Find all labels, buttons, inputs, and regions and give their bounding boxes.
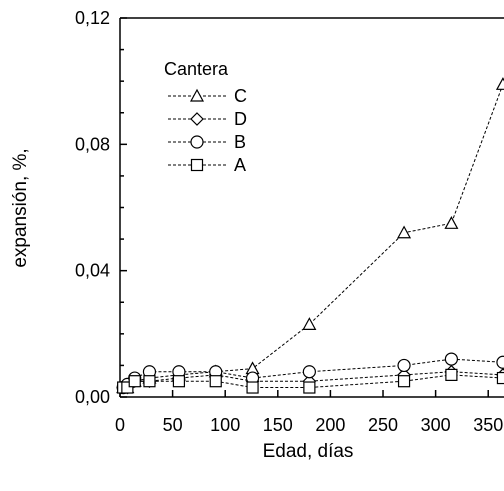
series-C bbox=[116, 77, 504, 394]
square-marker bbox=[190, 158, 204, 172]
y-axis-title: expansión, %, bbox=[10, 148, 31, 267]
square-marker bbox=[303, 381, 316, 394]
square-marker bbox=[121, 381, 134, 394]
legend-entry-D: D bbox=[168, 109, 247, 129]
x-tick-label: 350 bbox=[473, 415, 503, 435]
circle-marker bbox=[444, 352, 458, 366]
square-marker bbox=[209, 375, 222, 388]
circle-marker bbox=[397, 358, 411, 373]
x-tick-label: 300 bbox=[421, 415, 451, 435]
triangle-marker bbox=[189, 88, 205, 102]
y-tick-label: 0,08 bbox=[75, 134, 110, 154]
x-tick-label: 0 bbox=[115, 415, 125, 435]
legend-label: D bbox=[234, 109, 247, 129]
legend-label: C bbox=[234, 86, 247, 106]
legend-label: B bbox=[234, 132, 246, 152]
legend-title: Cantera bbox=[164, 59, 229, 79]
square-marker bbox=[397, 375, 411, 388]
axes: 0,00 0,04 0,08 0,12 0 50 100 150 200 250 300 350 bbox=[75, 8, 504, 435]
square-marker bbox=[143, 375, 156, 388]
triangle-marker bbox=[495, 77, 504, 90]
x-tick-label: 200 bbox=[315, 415, 345, 435]
series-layer bbox=[116, 77, 504, 395]
diamond-marker bbox=[190, 112, 204, 126]
x-tick-label: 50 bbox=[163, 415, 183, 435]
series-line bbox=[123, 84, 504, 389]
circle-marker bbox=[302, 365, 316, 379]
y-tick-label: 0,12 bbox=[75, 8, 110, 28]
circle-marker bbox=[496, 355, 504, 369]
y-tick-label: 0,00 bbox=[75, 387, 110, 407]
y-tick-label: 0,04 bbox=[75, 261, 110, 281]
square-marker bbox=[128, 375, 141, 388]
x-axis-title: Edad, días bbox=[263, 441, 354, 462]
circle-marker bbox=[190, 135, 204, 149]
x-tick-label: 150 bbox=[263, 415, 293, 435]
triangle-marker bbox=[302, 317, 317, 330]
triangle-marker bbox=[397, 225, 412, 239]
x-tick-label: 100 bbox=[210, 415, 240, 435]
legend-label: A bbox=[234, 155, 246, 175]
triangle-marker bbox=[444, 216, 459, 229]
square-marker bbox=[496, 371, 504, 385]
x-tick-label: 250 bbox=[368, 415, 398, 435]
legend-entry-B: B bbox=[168, 132, 246, 152]
series-A bbox=[117, 368, 504, 394]
square-marker bbox=[445, 368, 458, 381]
legend-entry-A: A bbox=[168, 155, 246, 175]
legend-entry-C: C bbox=[168, 86, 247, 106]
square-marker bbox=[172, 375, 186, 388]
square-marker bbox=[246, 381, 259, 394]
